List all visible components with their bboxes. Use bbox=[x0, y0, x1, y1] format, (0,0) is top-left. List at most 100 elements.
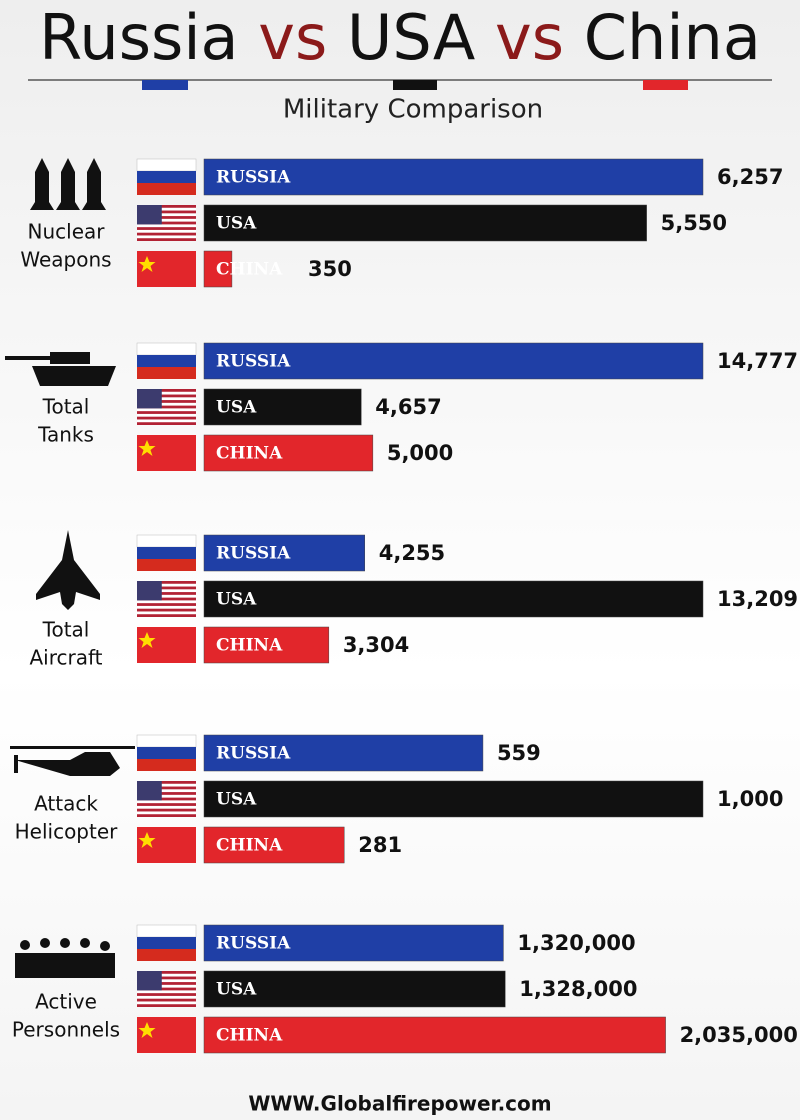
category-label: RUSSIA bbox=[216, 744, 291, 764]
flag-stripe bbox=[137, 998, 196, 1002]
title-part: China bbox=[584, 1, 761, 74]
flag-field bbox=[137, 251, 196, 287]
flag-stripe bbox=[137, 581, 196, 584]
value-label: 5,550 bbox=[661, 211, 727, 235]
chart-label: Personnels bbox=[12, 1018, 120, 1042]
chart-label: Total bbox=[42, 618, 90, 642]
flag-stripe bbox=[136, 158, 197, 172]
flag-stripe bbox=[137, 614, 196, 617]
flag-stripe bbox=[137, 559, 196, 571]
value-label: 1,328,000 bbox=[519, 977, 637, 1001]
flag-stripe bbox=[137, 232, 196, 236]
value-label: 13,209 bbox=[717, 587, 798, 611]
value-label: 1,000 bbox=[717, 787, 783, 811]
bar bbox=[203, 388, 362, 426]
flag-star bbox=[138, 1022, 156, 1038]
flag-stripe bbox=[137, 586, 196, 590]
footer: WWW.Globalfirepower.com bbox=[248, 1092, 551, 1116]
flag-stripe bbox=[137, 603, 196, 606]
chart-label: Active bbox=[35, 990, 97, 1014]
flag-stripe bbox=[137, 205, 196, 208]
flag-stripe bbox=[137, 210, 196, 214]
chart-label: Total bbox=[42, 395, 90, 419]
icon-missiles bbox=[30, 158, 106, 210]
icon-helicopter bbox=[10, 746, 135, 776]
flag-stripe bbox=[137, 982, 196, 985]
bar bbox=[203, 780, 704, 818]
rule-accent bbox=[643, 80, 688, 90]
value-label: 5,000 bbox=[387, 441, 453, 465]
flag-stripe bbox=[137, 547, 196, 559]
value-label: 4,657 bbox=[375, 395, 441, 419]
flag-stripe bbox=[137, 183, 196, 195]
flag-stripe bbox=[137, 227, 196, 230]
flag-star bbox=[138, 256, 156, 272]
flag-stripe bbox=[137, 405, 196, 409]
flag-stripe bbox=[137, 171, 196, 183]
value-label: 3,304 bbox=[343, 633, 409, 657]
flag-star bbox=[138, 440, 156, 456]
category-label: USA bbox=[216, 398, 257, 418]
flag-stripe bbox=[136, 924, 197, 938]
flag-stripe bbox=[137, 367, 196, 379]
chart-label: Helicopter bbox=[15, 820, 119, 844]
category-label: USA bbox=[216, 214, 257, 234]
flag-stripe bbox=[137, 597, 196, 601]
rule-accent bbox=[142, 80, 188, 90]
title: Russia vs USA vs China bbox=[39, 1, 761, 74]
flag-field bbox=[137, 435, 196, 471]
bar bbox=[203, 826, 345, 864]
value-label: 281 bbox=[358, 833, 402, 857]
flag-stripe bbox=[137, 971, 196, 974]
category-label: USA bbox=[216, 980, 257, 1000]
flag-star bbox=[138, 632, 156, 648]
flag-stripe bbox=[137, 949, 196, 961]
flag-canton bbox=[137, 205, 162, 225]
flag-field bbox=[137, 627, 196, 663]
category-label: CHINA bbox=[216, 444, 283, 464]
title-part: vs bbox=[258, 1, 327, 74]
value-label: 559 bbox=[497, 741, 541, 765]
flag-stripe bbox=[136, 734, 197, 748]
flag-stripe bbox=[137, 592, 196, 595]
title-part: vs bbox=[495, 1, 564, 74]
flag-canton bbox=[137, 389, 162, 409]
flag-stripe bbox=[137, 238, 196, 241]
flag-stripe bbox=[137, 747, 196, 759]
chart-label: Aircraft bbox=[29, 646, 102, 670]
value-label: 1,320,000 bbox=[517, 931, 635, 955]
flag-stripe bbox=[137, 803, 196, 806]
flag-canton bbox=[137, 781, 162, 801]
title-part: USA bbox=[347, 1, 475, 74]
category-label: USA bbox=[216, 790, 257, 810]
flag-stripe bbox=[137, 608, 196, 612]
value-label: 6,257 bbox=[717, 165, 783, 189]
bar bbox=[203, 970, 506, 1008]
icon-soldiers bbox=[15, 938, 115, 978]
category-label: RUSSIA bbox=[216, 352, 291, 372]
flag-stripe bbox=[137, 808, 196, 812]
bar bbox=[203, 534, 365, 572]
bar bbox=[203, 626, 330, 664]
flag-canton bbox=[137, 971, 162, 991]
flag-stripe bbox=[137, 786, 196, 790]
flag-stripe bbox=[137, 422, 196, 425]
flag-stripe bbox=[137, 987, 196, 991]
bar bbox=[203, 204, 647, 242]
flag-stripe bbox=[137, 814, 196, 817]
subtitle: Military Comparison bbox=[283, 95, 543, 125]
flag-star bbox=[138, 832, 156, 848]
category-label: RUSSIA bbox=[216, 168, 291, 188]
icon-aircraft bbox=[36, 530, 100, 610]
flag-stripe bbox=[137, 355, 196, 367]
chart-label: Nuclear bbox=[28, 220, 106, 244]
flag-stripe bbox=[137, 797, 196, 801]
title-part: Russia bbox=[39, 1, 238, 74]
flag-stripe bbox=[137, 221, 196, 225]
flag-stripe bbox=[136, 342, 197, 356]
icon-tank bbox=[5, 352, 116, 386]
category-label: CHINA bbox=[216, 836, 283, 856]
flag-stripe bbox=[137, 394, 196, 398]
